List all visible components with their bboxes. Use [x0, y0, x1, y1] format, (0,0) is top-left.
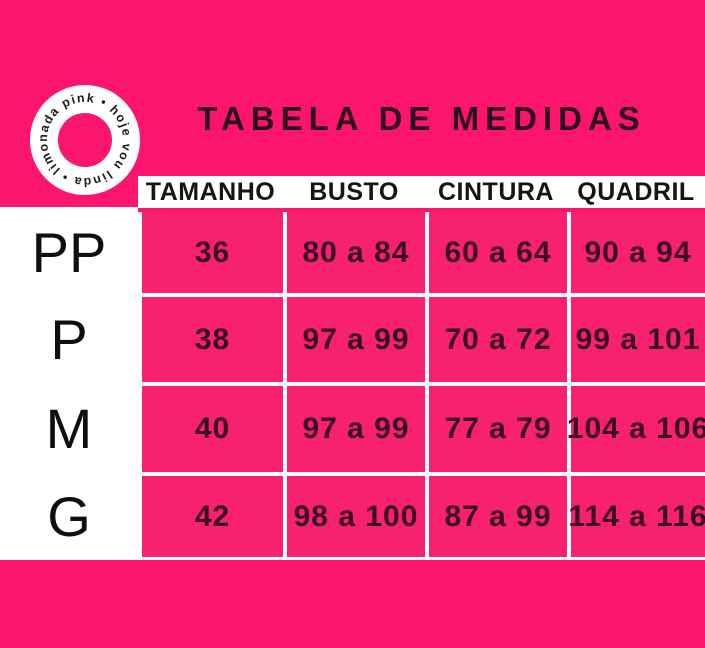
cell-p-quadril: 99 a 101 [571, 297, 705, 382]
cell-pp-quadril: 90 a 94 [571, 212, 705, 293]
cell-m-quadril: 104 a 106 [567, 386, 705, 472]
cell-m-tamanho: 40 [142, 386, 283, 472]
cell-g-quadril: 114 a 116 [568, 476, 705, 557]
measurements-grid: 36 80 a 84 60 a 64 90 a 94 38 97 a 99 70… [142, 212, 705, 557]
size-labels-column: PP P M G [0, 207, 138, 560]
cell-pp-cintura: 60 a 64 [429, 212, 567, 293]
cell-g-busto: 98 a 100 [287, 476, 425, 557]
cell-pp-tamanho: 36 [142, 212, 283, 293]
page-title: TABELA DE MEDIDAS [197, 100, 646, 137]
column-header-cintura: CINTURA [438, 177, 554, 206]
logo-text: limonada pink • hoje vou linda • [29, 84, 141, 196]
measurements-table: 36 80 a 84 60 a 64 90 a 94 38 97 a 99 70… [138, 212, 705, 560]
cell-g-tamanho: 42 [142, 476, 283, 557]
cell-pp-busto: 80 a 84 [287, 212, 425, 293]
logo-ring [30, 85, 140, 195]
column-header-busto: BUSTO [309, 177, 399, 206]
column-header-tamanho: TAMANHO [145, 177, 276, 206]
size-label-p: P [50, 307, 88, 371]
cell-p-busto: 97 a 99 [287, 297, 425, 382]
cell-p-tamanho: 38 [142, 297, 283, 382]
column-header-quadril: QUADRIL [577, 177, 695, 206]
size-label-m: M [45, 397, 93, 460]
cell-m-cintura: 77 a 79 [429, 386, 567, 472]
size-label-g: G [47, 484, 91, 548]
brand-logo: limonada pink • hoje vou linda • [29, 84, 141, 196]
cell-g-cintura: 87 a 99 [429, 476, 567, 557]
svg-text:limonada pink • hoje vou linda: limonada pink • hoje vou linda • [29, 84, 141, 196]
cell-m-busto: 97 a 99 [287, 386, 425, 472]
cell-p-cintura: 70 a 72 [429, 297, 567, 382]
table-header-row: TAMANHO BUSTO CINTURA QUADRIL [138, 176, 705, 208]
size-label-pp: PP [31, 220, 107, 284]
